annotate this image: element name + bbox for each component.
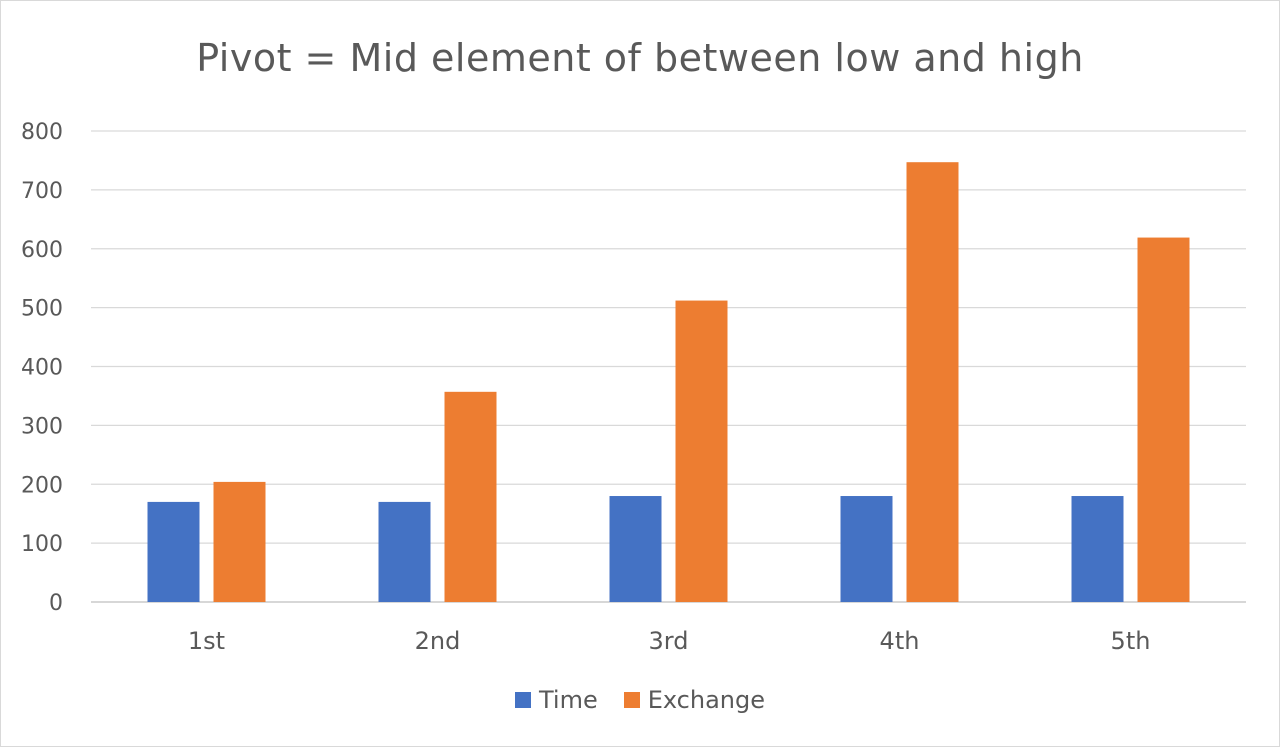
- y-tick-label: 400: [21, 356, 63, 381]
- legend-swatch-exchange: [623, 692, 640, 708]
- x-tick-label: 3rd: [649, 627, 689, 655]
- bar-exchange-2nd: [444, 391, 497, 602]
- bar-time-5th: [1071, 496, 1124, 602]
- bar-time-4th: [840, 496, 893, 602]
- bar-time-1st: [147, 501, 200, 602]
- bar-exchange-5th: [1137, 237, 1190, 602]
- legend-item-exchange: Exchange: [623, 686, 765, 714]
- gridlines: [91, 130, 1246, 603]
- bar-exchange-4th: [906, 162, 959, 603]
- bars: [147, 162, 1190, 603]
- x-tick-label: 2nd: [415, 627, 461, 655]
- y-tick-label: 100: [21, 532, 63, 557]
- legend-swatch-time: [514, 692, 531, 708]
- x-tick-label: 4th: [880, 627, 920, 655]
- legend-label-exchange: Exchange: [647, 686, 765, 714]
- y-tick-label: 700: [21, 179, 63, 204]
- bar-time-2nd: [378, 501, 431, 602]
- y-tick-label: 800: [21, 120, 63, 145]
- x-tick-label: 1st: [188, 627, 225, 655]
- y-tick-label: 600: [21, 238, 63, 263]
- y-tick-label: 0: [49, 591, 63, 616]
- bar-time-3rd: [609, 496, 662, 602]
- y-tick-label: 300: [21, 414, 63, 439]
- legend-label-time: Time: [538, 686, 598, 714]
- y-axis-tick-labels: 0 100 200 300 400 500 600 700 800: [21, 120, 63, 616]
- x-tick-label: 5th: [1111, 627, 1151, 655]
- x-axis-tick-labels: 1st 2nd 3rd 4th 5th: [188, 627, 1151, 655]
- legend: Time Exchange: [0, 686, 1280, 714]
- chart-title: Pivot = Mid element of between low and h…: [196, 36, 1084, 80]
- bar-exchange-3rd: [675, 300, 728, 602]
- bar-exchange-1st: [213, 481, 266, 602]
- y-tick-label: 500: [21, 297, 63, 322]
- legend-item-time: Time: [514, 686, 598, 714]
- y-tick-label: 200: [21, 473, 63, 498]
